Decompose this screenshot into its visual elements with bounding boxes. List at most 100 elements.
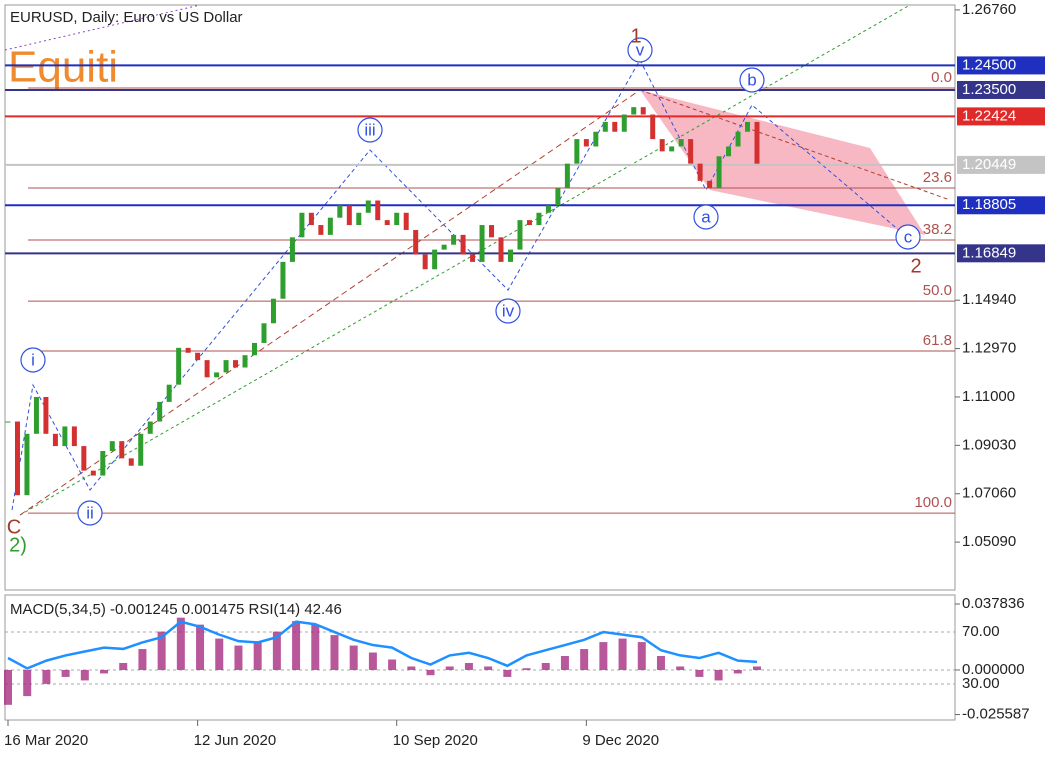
wave-label: iv	[502, 301, 515, 320]
wave-label: ii	[86, 503, 94, 522]
wave-label: b	[747, 70, 756, 89]
candle	[621, 114, 627, 132]
candle	[384, 220, 390, 226]
candle	[43, 396, 49, 434]
candle	[195, 352, 201, 361]
macd-bar	[599, 642, 608, 670]
macd-bar	[253, 642, 262, 670]
macd-bar	[138, 649, 147, 670]
candle	[432, 249, 438, 270]
candle	[602, 121, 608, 132]
candle	[498, 237, 504, 262]
candle	[413, 229, 419, 255]
candle	[517, 220, 523, 250]
wave-circle	[895, 224, 921, 250]
y-tick-label: 1.14940	[962, 291, 1016, 308]
indicator-panel	[4, 594, 956, 721]
candle	[81, 446, 87, 471]
candle	[441, 244, 447, 250]
macd-bar	[23, 669, 32, 697]
x-tick-label: 9 Dec 2020	[582, 732, 659, 749]
candle	[669, 146, 675, 152]
y-tick-label: 1.07060	[962, 485, 1016, 502]
candle	[375, 200, 381, 221]
candle	[346, 205, 352, 226]
candle	[650, 114, 656, 140]
wave-label: i	[31, 350, 35, 369]
wave-circle	[495, 298, 521, 324]
candle	[593, 131, 599, 147]
candle	[223, 360, 229, 373]
rsi-line	[7, 620, 758, 670]
candle	[489, 225, 495, 238]
level-box	[957, 244, 1045, 263]
y-tick-label: 1.12970	[962, 340, 1016, 357]
candle	[261, 323, 267, 343]
macd-bar	[407, 666, 416, 670]
macd-bar	[4, 669, 12, 705]
fib-label: 100.0	[914, 494, 952, 511]
macd-bar	[695, 669, 704, 677]
channel-line	[639, 89, 951, 201]
macd-bar	[637, 642, 646, 670]
watermark: Equiti	[8, 43, 118, 92]
candle	[365, 200, 371, 213]
candle	[707, 180, 713, 189]
level-label: 1.23500	[962, 81, 1016, 98]
macd-bar	[733, 669, 742, 674]
candle	[138, 433, 144, 466]
level-label: 1.20449	[962, 156, 1016, 173]
macd-bar	[349, 645, 358, 670]
macd-bar	[503, 669, 512, 677]
wave-label: a	[701, 207, 711, 226]
projection-zone	[640, 90, 925, 235]
candle	[745, 121, 751, 132]
x-tick-label: 16 Mar 2020	[4, 732, 88, 749]
wave-label: c	[904, 227, 913, 246]
y2-tick-label: 0.000000	[962, 661, 1025, 678]
candle	[233, 360, 239, 368]
y-tick-label: 1.11000	[962, 388, 1015, 405]
fib-label: 23.6	[923, 169, 952, 186]
macd-bar	[42, 669, 51, 684]
macd-bar	[292, 621, 301, 670]
wave-circle	[357, 117, 383, 143]
x-tick-label: 10 Sep 2020	[393, 732, 478, 749]
indicator-label: MACD(5,34,5) -0.001245 0.001475 RSI(14) …	[10, 601, 342, 618]
candle	[507, 249, 513, 262]
candle	[460, 234, 466, 255]
candle	[688, 139, 694, 164]
candle	[612, 121, 618, 132]
wave-circle	[77, 500, 103, 526]
candle	[128, 458, 134, 466]
candle	[583, 139, 589, 147]
macd-bar	[656, 656, 665, 670]
candle	[185, 347, 191, 353]
price-panel	[4, 4, 956, 591]
candle	[716, 156, 722, 189]
candle	[726, 146, 732, 157]
macd-bar	[196, 624, 205, 670]
level-box	[957, 107, 1045, 126]
y2-tick-label: 0.037836	[962, 595, 1025, 612]
y-tick-label: 1.26760	[962, 1, 1016, 18]
fib-label: 0.0	[931, 69, 952, 86]
level-label: 1.24500	[962, 56, 1016, 73]
macd-bar	[560, 656, 569, 670]
macd-bar	[445, 666, 454, 670]
macd-bar	[388, 659, 397, 670]
candle	[403, 212, 409, 230]
macd-bar	[368, 652, 377, 670]
candle	[678, 139, 684, 147]
macd-bar	[176, 617, 185, 670]
candle	[109, 441, 115, 451]
candle	[299, 212, 305, 238]
candle	[564, 163, 570, 189]
fib-label: 50.0	[923, 282, 952, 299]
wave-label: 2	[910, 255, 921, 277]
x-tick-label: 12 Jun 2020	[194, 732, 277, 749]
candle	[356, 212, 362, 226]
candle	[574, 139, 580, 164]
candle	[100, 450, 106, 476]
